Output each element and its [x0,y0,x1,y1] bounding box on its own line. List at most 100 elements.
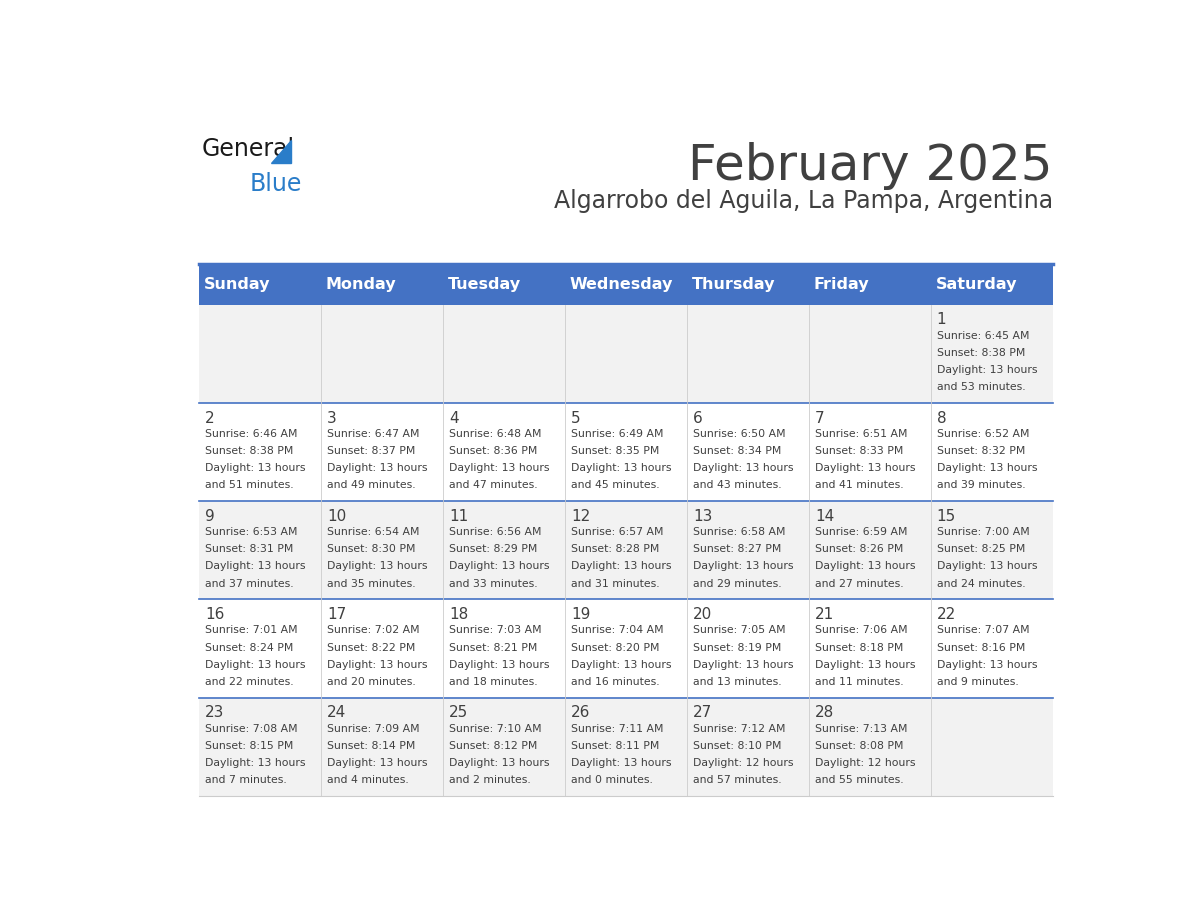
Text: 6: 6 [693,410,702,426]
Text: Sunset: 8:24 PM: Sunset: 8:24 PM [206,643,293,653]
Text: Sunset: 8:32 PM: Sunset: 8:32 PM [937,446,1025,456]
Text: 12: 12 [571,509,590,524]
Text: Sunset: 8:28 PM: Sunset: 8:28 PM [571,544,659,554]
Text: Sunrise: 7:08 AM: Sunrise: 7:08 AM [206,723,298,733]
Text: and 9 minutes.: and 9 minutes. [937,677,1018,687]
Text: Tuesday: Tuesday [448,276,522,292]
Text: and 37 minutes.: and 37 minutes. [206,578,293,588]
Text: Sunday: Sunday [204,276,271,292]
Text: 1: 1 [937,312,947,328]
Text: Sunrise: 6:53 AM: Sunrise: 6:53 AM [206,527,298,537]
FancyBboxPatch shape [200,698,1053,796]
Text: Sunrise: 6:47 AM: Sunrise: 6:47 AM [327,429,419,439]
Text: Daylight: 13 hours: Daylight: 13 hours [693,660,794,670]
Text: Sunset: 8:38 PM: Sunset: 8:38 PM [937,348,1025,358]
Text: Sunset: 8:33 PM: Sunset: 8:33 PM [815,446,903,456]
Text: and 29 minutes.: and 29 minutes. [693,578,782,588]
Text: Sunset: 8:14 PM: Sunset: 8:14 PM [327,741,416,751]
Text: 19: 19 [571,607,590,622]
Text: Daylight: 13 hours: Daylight: 13 hours [206,660,305,670]
Text: 25: 25 [449,705,468,721]
Text: Algarrobo del Aguila, La Pampa, Argentina: Algarrobo del Aguila, La Pampa, Argentin… [554,189,1053,213]
Text: and 0 minutes.: and 0 minutes. [571,775,653,785]
Text: Sunrise: 7:10 AM: Sunrise: 7:10 AM [449,723,542,733]
Text: and 55 minutes.: and 55 minutes. [815,775,904,785]
Text: Sunrise: 6:45 AM: Sunrise: 6:45 AM [937,330,1029,341]
Text: Sunset: 8:27 PM: Sunset: 8:27 PM [693,544,782,554]
Text: Sunrise: 7:12 AM: Sunrise: 7:12 AM [693,723,785,733]
Text: 18: 18 [449,607,468,622]
Polygon shape [271,140,291,163]
Text: Sunset: 8:25 PM: Sunset: 8:25 PM [937,544,1025,554]
Text: Saturday: Saturday [936,276,1017,292]
Text: 11: 11 [449,509,468,524]
Text: Sunset: 8:34 PM: Sunset: 8:34 PM [693,446,782,456]
Text: Sunrise: 7:03 AM: Sunrise: 7:03 AM [449,625,542,635]
FancyBboxPatch shape [200,305,1053,403]
Text: and 7 minutes.: and 7 minutes. [206,775,287,785]
Text: Friday: Friday [814,276,870,292]
Text: Daylight: 13 hours: Daylight: 13 hours [937,660,1037,670]
Text: Daylight: 13 hours: Daylight: 13 hours [815,562,916,572]
Text: and 47 minutes.: and 47 minutes. [449,480,538,490]
Text: and 13 minutes.: and 13 minutes. [693,677,782,687]
Text: Wednesday: Wednesday [570,276,674,292]
Text: and 39 minutes.: and 39 minutes. [937,480,1025,490]
Text: Monday: Monday [326,276,397,292]
Text: Daylight: 13 hours: Daylight: 13 hours [449,464,550,473]
Text: Sunrise: 6:46 AM: Sunrise: 6:46 AM [206,429,298,439]
Text: Sunrise: 6:59 AM: Sunrise: 6:59 AM [815,527,908,537]
Text: Daylight: 13 hours: Daylight: 13 hours [937,464,1037,473]
Text: Daylight: 13 hours: Daylight: 13 hours [571,758,671,768]
Text: Sunrise: 6:54 AM: Sunrise: 6:54 AM [327,527,419,537]
Text: February 2025: February 2025 [688,142,1053,190]
Text: and 35 minutes.: and 35 minutes. [327,578,416,588]
Text: Sunrise: 7:04 AM: Sunrise: 7:04 AM [571,625,664,635]
Text: and 53 minutes.: and 53 minutes. [937,382,1025,392]
Text: and 33 minutes.: and 33 minutes. [449,578,538,588]
Text: 20: 20 [693,607,712,622]
Text: and 16 minutes.: and 16 minutes. [571,677,659,687]
Text: Daylight: 13 hours: Daylight: 13 hours [693,464,794,473]
Text: and 41 minutes.: and 41 minutes. [815,480,904,490]
Text: Daylight: 13 hours: Daylight: 13 hours [206,464,305,473]
Text: and 31 minutes.: and 31 minutes. [571,578,659,588]
Text: and 18 minutes.: and 18 minutes. [449,677,538,687]
Text: Sunset: 8:19 PM: Sunset: 8:19 PM [693,643,782,653]
Text: 24: 24 [327,705,347,721]
Text: 5: 5 [571,410,581,426]
Text: Sunrise: 7:00 AM: Sunrise: 7:00 AM [937,527,1030,537]
Text: and 57 minutes.: and 57 minutes. [693,775,782,785]
Text: Daylight: 13 hours: Daylight: 13 hours [937,365,1037,375]
Text: 17: 17 [327,607,347,622]
Text: Daylight: 13 hours: Daylight: 13 hours [327,758,428,768]
Text: and 2 minutes.: and 2 minutes. [449,775,531,785]
Text: Sunset: 8:29 PM: Sunset: 8:29 PM [449,544,537,554]
Text: Daylight: 13 hours: Daylight: 13 hours [327,562,428,572]
Text: 9: 9 [206,509,215,524]
Text: Blue: Blue [249,173,302,196]
Text: Sunset: 8:10 PM: Sunset: 8:10 PM [693,741,782,751]
Text: Sunrise: 7:05 AM: Sunrise: 7:05 AM [693,625,785,635]
Text: Daylight: 12 hours: Daylight: 12 hours [693,758,794,768]
Text: 22: 22 [937,607,956,622]
Text: Sunrise: 6:52 AM: Sunrise: 6:52 AM [937,429,1029,439]
Text: Sunset: 8:15 PM: Sunset: 8:15 PM [206,741,293,751]
Text: and 22 minutes.: and 22 minutes. [206,677,293,687]
Text: Sunset: 8:11 PM: Sunset: 8:11 PM [571,741,659,751]
Text: and 49 minutes.: and 49 minutes. [327,480,416,490]
Text: 26: 26 [571,705,590,721]
Text: Sunrise: 7:02 AM: Sunrise: 7:02 AM [327,625,419,635]
Text: Sunrise: 7:07 AM: Sunrise: 7:07 AM [937,625,1030,635]
Text: Daylight: 13 hours: Daylight: 13 hours [327,464,428,473]
Text: Sunrise: 7:11 AM: Sunrise: 7:11 AM [571,723,664,733]
Text: and 20 minutes.: and 20 minutes. [327,677,416,687]
Text: Sunset: 8:36 PM: Sunset: 8:36 PM [449,446,537,456]
FancyBboxPatch shape [200,263,1053,305]
Text: 10: 10 [327,509,347,524]
Text: 15: 15 [937,509,956,524]
Text: Daylight: 13 hours: Daylight: 13 hours [449,758,550,768]
Text: Daylight: 13 hours: Daylight: 13 hours [206,758,305,768]
Text: and 43 minutes.: and 43 minutes. [693,480,782,490]
Text: Sunset: 8:30 PM: Sunset: 8:30 PM [327,544,416,554]
